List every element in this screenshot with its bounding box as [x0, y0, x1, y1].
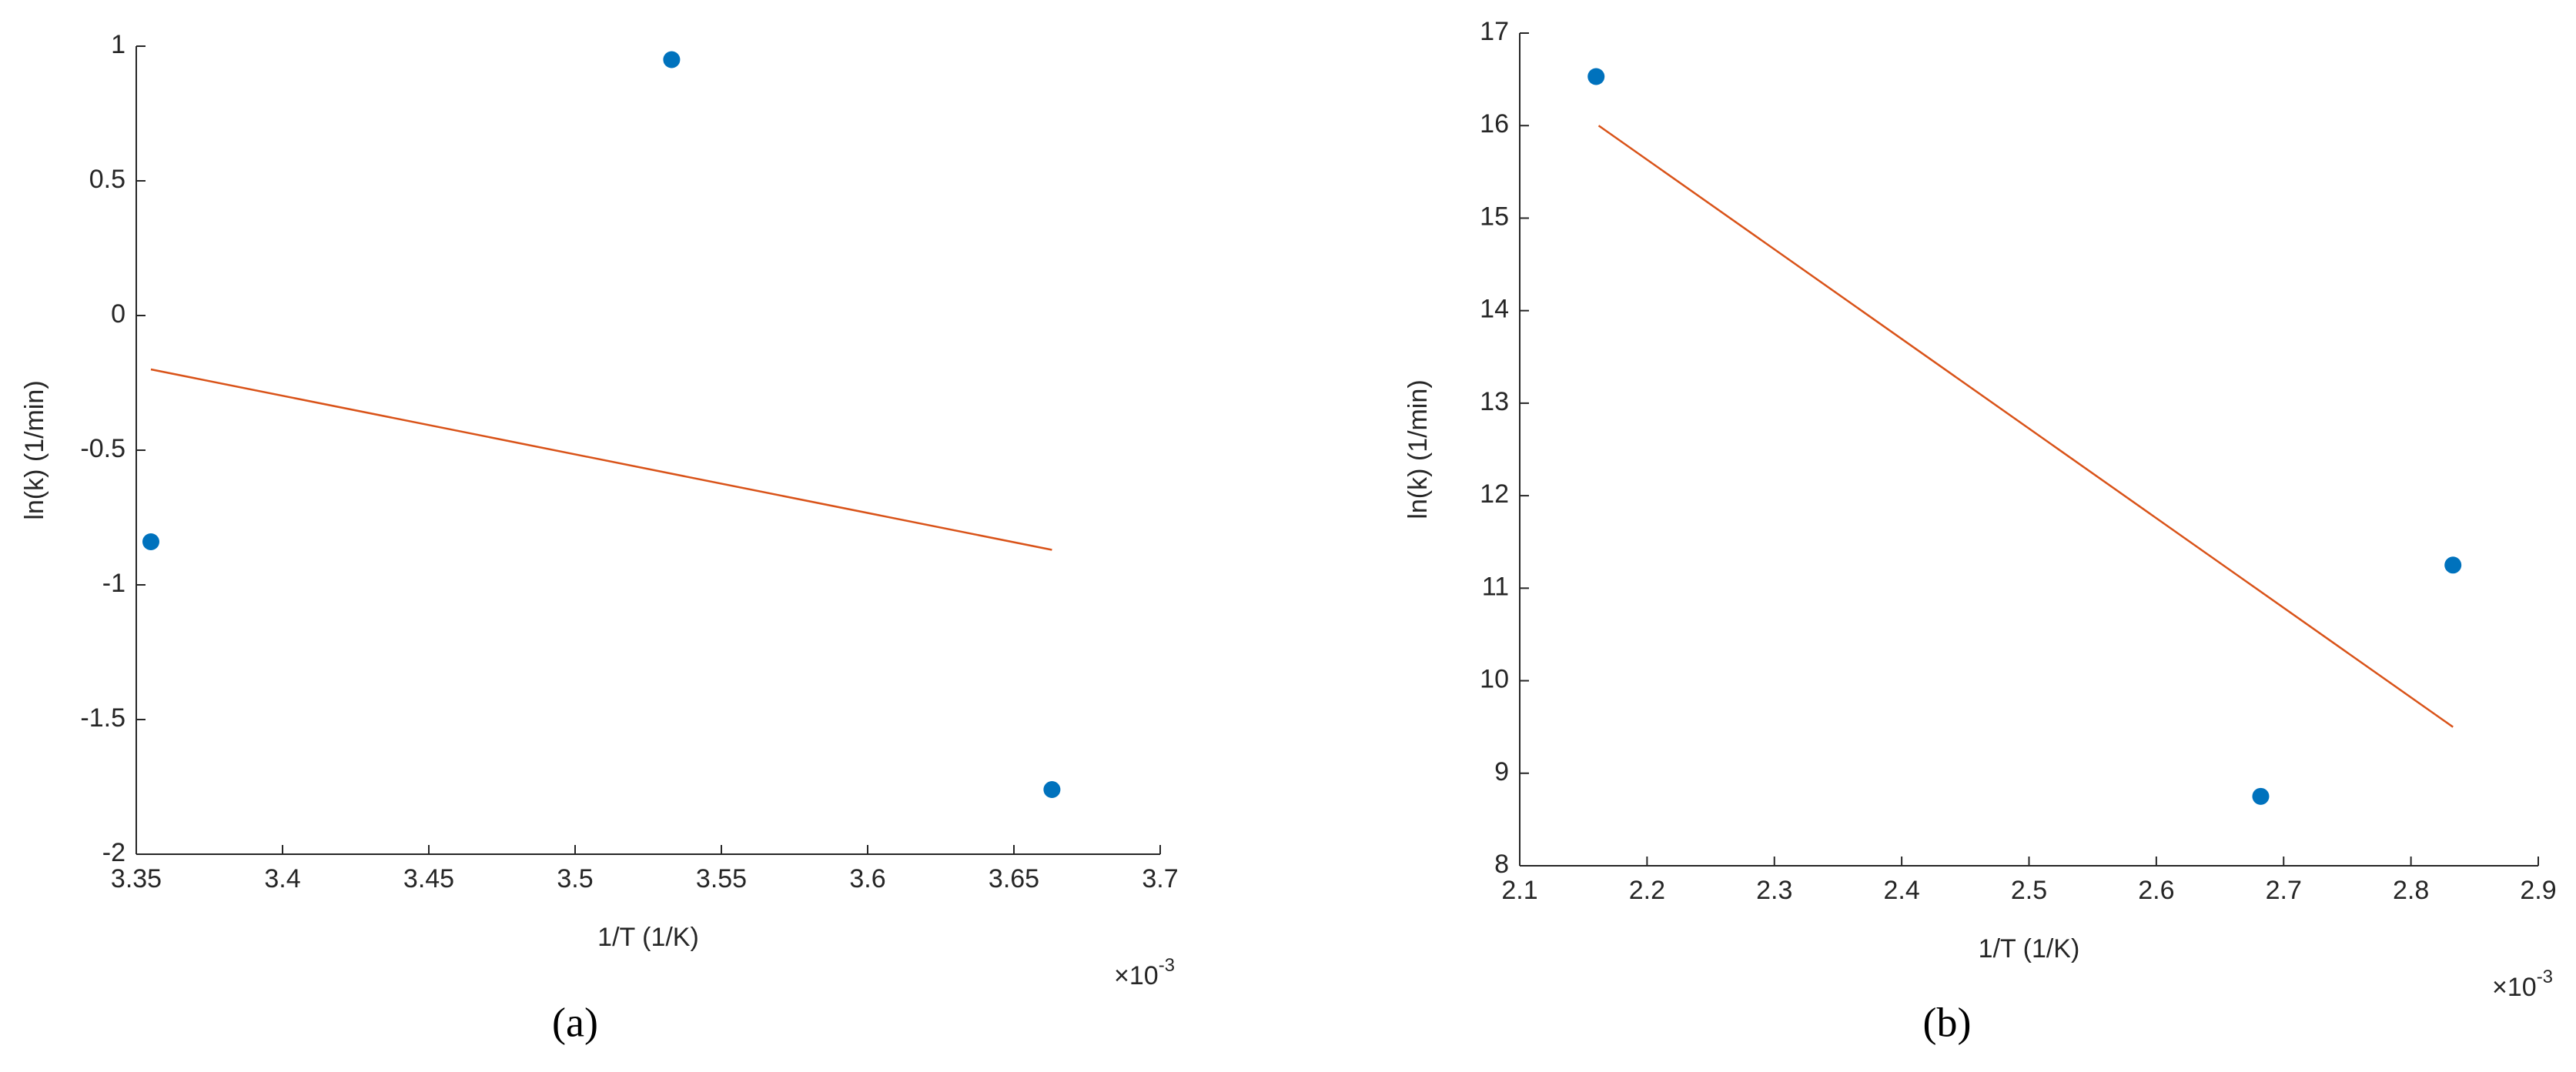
x-tick-label: 3.4 — [264, 864, 300, 893]
x-tick-label: 2.7 — [2266, 876, 2302, 905]
y-tick-label: -1.5 — [80, 703, 125, 733]
x-multiplier: ×10-3 — [1114, 955, 1175, 990]
data-point — [142, 533, 159, 550]
y-tick-label: 0.5 — [89, 165, 125, 194]
x-tick-label: 3.65 — [989, 864, 1039, 893]
x-tick-label: 3.6 — [849, 864, 885, 893]
x-multiplier-exp: -3 — [2537, 967, 2553, 987]
x-multiplier-exp: -3 — [1159, 955, 1175, 976]
x-tick-label: 2.2 — [1629, 876, 1665, 905]
y-tick-label: 9 — [1494, 757, 1509, 786]
data-point — [1587, 68, 1605, 85]
x-tick-label: 2.9 — [2520, 876, 2556, 905]
y-axis-label: ln(k) (1/min) — [20, 380, 49, 519]
data-point — [2252, 787, 2270, 805]
caption: (b) — [1923, 999, 1972, 1045]
x-multiplier-base: ×10 — [1114, 961, 1159, 990]
x-axis-label: 1/T (1/K) — [1979, 934, 2080, 963]
x-multiplier: ×10-3 — [2492, 967, 2553, 1002]
y-tick-label: 8 — [1494, 850, 1509, 879]
x-multiplier-base: ×10 — [2492, 973, 2537, 1002]
x-tick-label: 2.5 — [2011, 876, 2047, 905]
y-axis-label: ln(k) (1/min) — [1403, 379, 1433, 519]
y-tick-label: 10 — [1480, 665, 1509, 694]
x-tick-label: 2.4 — [1883, 876, 1919, 905]
y-tick-label: 0 — [111, 299, 125, 329]
caption: (a) — [552, 999, 598, 1045]
y-tick-label: 15 — [1480, 202, 1509, 231]
x-tick-label: 3.7 — [1142, 864, 1178, 893]
x-tick-label: 3.55 — [696, 864, 747, 893]
x-tick-label: 2.3 — [1756, 876, 1792, 905]
x-tick-label: 2.6 — [2138, 876, 2174, 905]
x-tick-label: 3.45 — [403, 864, 454, 893]
fit-line — [150, 368, 1052, 551]
y-tick-label: -0.5 — [80, 434, 125, 463]
y-tick-label: -2 — [102, 838, 125, 867]
data-point — [1043, 781, 1061, 798]
y-tick-label: 16 — [1480, 109, 1509, 139]
x-tick-label: 3.35 — [111, 864, 162, 893]
y-tick-label: 12 — [1480, 479, 1509, 509]
fit-line — [1597, 125, 2454, 728]
x-tick-label: 2.1 — [1501, 876, 1537, 905]
y-tick-label: 14 — [1480, 295, 1509, 324]
data-point — [2444, 556, 2462, 574]
y-tick-label: 11 — [1482, 572, 1509, 601]
data-point — [663, 51, 681, 68]
x-axis-label: 1/T (1/K) — [597, 923, 699, 952]
y-tick-label: 13 — [1480, 387, 1509, 416]
y-tick-label: 17 — [1480, 17, 1509, 46]
x-tick-label: 3.5 — [557, 864, 593, 893]
x-tick-label: 2.8 — [2393, 876, 2429, 905]
y-tick-label: 1 — [111, 30, 125, 59]
y-tick-label: -1 — [102, 569, 125, 598]
